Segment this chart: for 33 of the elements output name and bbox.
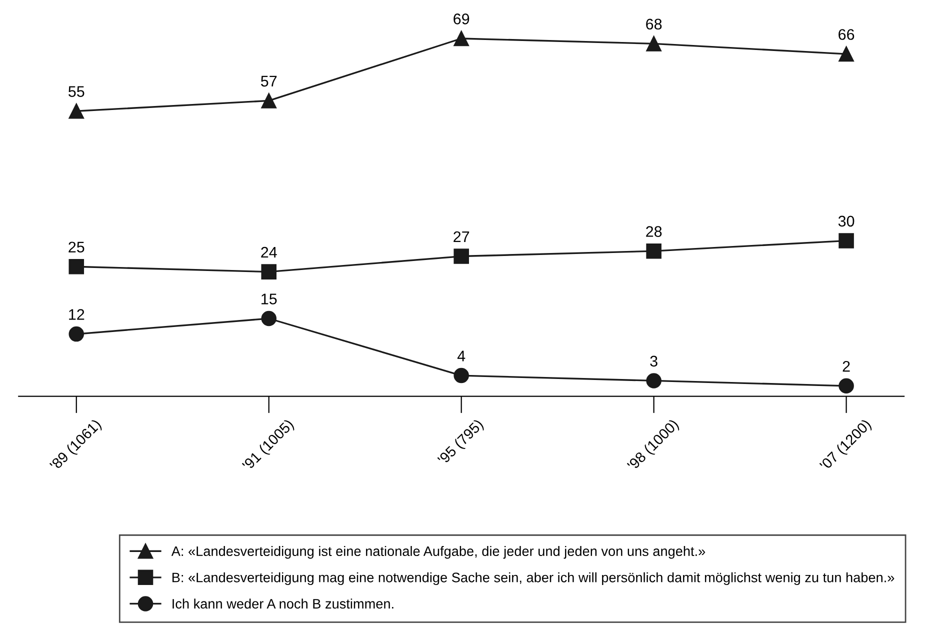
point	[68, 259, 84, 274]
data-label: 68	[646, 18, 662, 30]
point	[261, 310, 276, 326]
data-label: 25	[68, 242, 84, 253]
data-label: 55	[68, 86, 84, 97]
point	[646, 36, 662, 52]
point	[838, 378, 854, 394]
legend-label: A: «Landesverteidigung ist eine nationale Aufgabe, die jeder und jeden von uns angeht.»	[171, 546, 706, 559]
point	[838, 233, 854, 248]
point	[68, 103, 84, 119]
point	[838, 46, 854, 62]
point	[646, 373, 662, 388]
legend-label: Ich kann weder A noch B zustimmen.	[172, 598, 394, 609]
data-label: 4	[457, 350, 466, 362]
data-label: 28	[646, 226, 662, 237]
data-label: 30	[838, 216, 854, 227]
point	[68, 326, 84, 342]
data-label: 27	[454, 231, 470, 242]
data-label: 12	[69, 309, 84, 320]
point	[454, 30, 469, 46]
data-label: 66	[838, 29, 854, 40]
data-label: 69	[454, 14, 470, 24]
point	[454, 248, 469, 264]
point	[261, 264, 276, 280]
data-label: 57	[260, 76, 277, 87]
legend-label: B: «Landesverteidigung mag eine notwendige Sache sein, aber ich will persönlich damit möglichst wenig zu tun haben.»	[172, 572, 894, 586]
point	[261, 93, 276, 108]
data-label: 3	[650, 356, 658, 367]
data-label: 24	[261, 246, 277, 258]
data-label: 15	[262, 294, 277, 304]
data-label: 2	[842, 360, 850, 372]
point	[454, 368, 469, 384]
point	[646, 243, 662, 259]
